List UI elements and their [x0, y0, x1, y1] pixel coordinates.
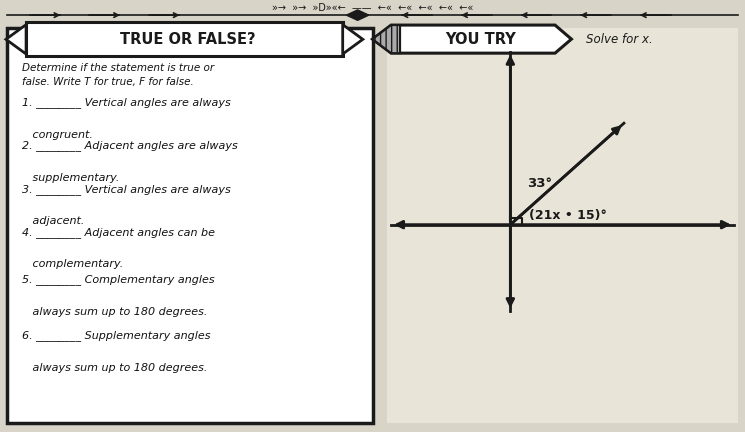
Text: congruent.: congruent. — [22, 130, 93, 140]
FancyBboxPatch shape — [7, 28, 372, 423]
Polygon shape — [6, 25, 26, 54]
Text: (21x • 15)°: (21x • 15)° — [529, 209, 607, 222]
Polygon shape — [372, 25, 571, 53]
FancyBboxPatch shape — [26, 22, 343, 56]
Polygon shape — [372, 25, 400, 53]
Polygon shape — [346, 10, 369, 20]
Text: always sum up to 180 degrees.: always sum up to 180 degrees. — [22, 363, 208, 373]
Text: 6. ________ Supplementary angles: 6. ________ Supplementary angles — [22, 330, 211, 341]
Polygon shape — [343, 25, 363, 54]
Text: 5. ________ Complementary angles: 5. ________ Complementary angles — [22, 274, 215, 285]
Text: Determine if the statement is true or
false. Write T for true, F for false.: Determine if the statement is true or fa… — [22, 63, 215, 87]
Text: Solve for x.: Solve for x. — [586, 32, 653, 46]
Text: 1. ________ Vertical angles are always: 1. ________ Vertical angles are always — [22, 97, 231, 108]
Text: 4. ________ Adjacent angles can be: 4. ________ Adjacent angles can be — [22, 227, 215, 238]
Text: complementary.: complementary. — [22, 259, 124, 269]
Text: YOU TRY: YOU TRY — [446, 32, 516, 47]
Text: supplementary.: supplementary. — [22, 173, 120, 183]
Text: 3. ________ Vertical angles are always: 3. ________ Vertical angles are always — [22, 184, 231, 194]
FancyBboxPatch shape — [387, 28, 738, 423]
Text: always sum up to 180 degrees.: always sum up to 180 degrees. — [22, 307, 208, 317]
Text: »→  »→  »D»«←  ——  ←«  ←«  ←«  ←«  ←«: »→ »→ »D»«← —— ←« ←« ←« ←« ←« — [272, 3, 473, 13]
Text: 33°: 33° — [527, 177, 552, 190]
Text: adjacent.: adjacent. — [22, 216, 85, 226]
Text: TRUE OR FALSE?: TRUE OR FALSE? — [120, 32, 256, 47]
Text: 2. ________ Adjacent angles are always: 2. ________ Adjacent angles are always — [22, 140, 238, 151]
